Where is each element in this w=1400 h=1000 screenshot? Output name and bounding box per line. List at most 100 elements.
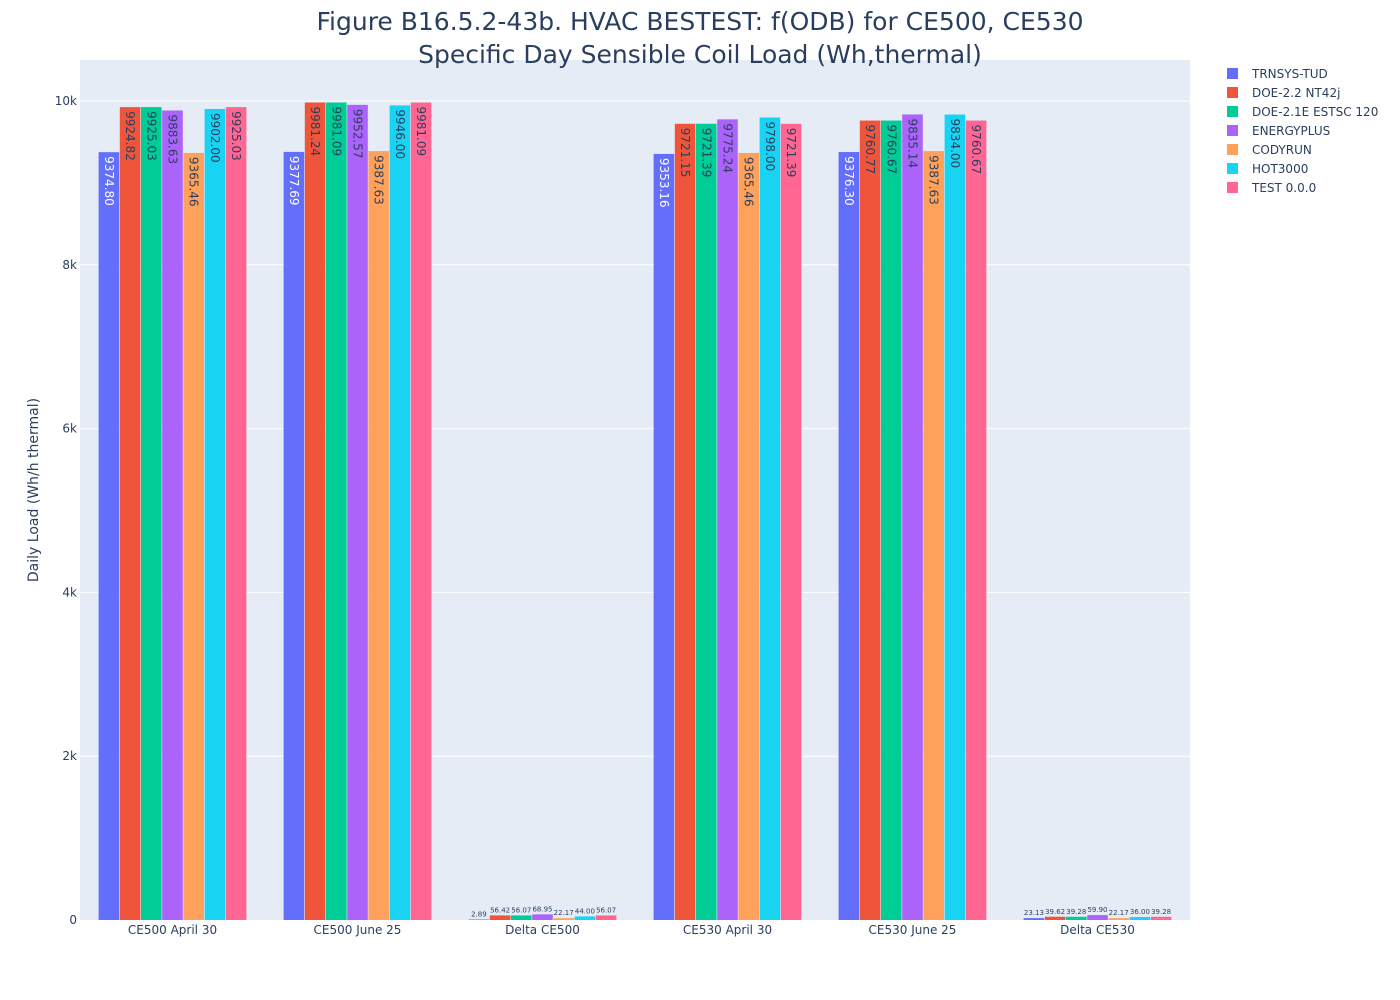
bar-data-label: 9925.03 xyxy=(144,111,158,161)
bar-data-label: 9952.57 xyxy=(351,109,365,159)
bar xyxy=(838,152,860,920)
bar-data-label: 56.07 xyxy=(511,906,531,914)
bar-data-label: 9721.39 xyxy=(784,128,798,178)
bar-labels: 9374.80 9924.82 9925.03 9883.63 9365.46 9902.… xyxy=(102,106,1171,918)
bar-data-label: 9981.24 xyxy=(308,106,322,156)
legend: TRNSYS-TUD DOE-2.2 NT42j DOE-2.1E ESTSC 12… xyxy=(1227,67,1378,195)
y-axis-ticks: 0 2k 4k 6k 8k 10k xyxy=(55,94,77,927)
bar xyxy=(1087,915,1108,920)
bar-data-label: 9835.14 xyxy=(906,118,920,168)
grid-lines xyxy=(80,100,1190,757)
bar-data-label: 9377.69 xyxy=(287,156,301,206)
legend-swatch xyxy=(1227,68,1238,79)
bar-data-label: 22.17 xyxy=(554,909,574,917)
bar xyxy=(511,915,532,920)
bar-data-label: 9981.09 xyxy=(414,107,428,157)
y-tick-label: 6k xyxy=(62,422,77,436)
bar xyxy=(225,107,247,921)
x-tick-label: CE500 June 25 xyxy=(314,923,402,937)
bar xyxy=(532,914,553,920)
bar-data-label: 9946.00 xyxy=(393,109,407,159)
legend-swatch xyxy=(1227,144,1238,155)
legend-item[interactable]: ENERGYPLUS xyxy=(1227,124,1330,138)
x-tick-label: CE530 June 25 xyxy=(869,923,957,937)
plot-background xyxy=(80,60,1190,920)
bar xyxy=(468,919,490,920)
bar-data-label: 9981.09 xyxy=(329,107,343,157)
bar xyxy=(304,102,326,921)
bar xyxy=(347,104,368,921)
bar xyxy=(141,107,162,921)
bar-data-label: 9721.39 xyxy=(699,128,713,178)
bar xyxy=(1108,918,1129,920)
bar xyxy=(368,151,389,920)
bar-data-label: 9775.24 xyxy=(721,123,735,173)
y-tick-label: 2k xyxy=(62,749,77,763)
y-tick-label: 4k xyxy=(62,585,77,599)
bar xyxy=(1150,916,1172,920)
bar xyxy=(944,114,966,920)
legend-label: HOT3000 xyxy=(1252,162,1308,176)
bar-data-label: 9834.00 xyxy=(948,119,962,169)
bar xyxy=(119,107,141,920)
bar xyxy=(162,110,183,920)
bar-data-label: 9760.67 xyxy=(969,125,983,175)
bar xyxy=(902,114,923,920)
bar xyxy=(283,151,305,920)
bar-data-label: 68.95 xyxy=(532,905,552,913)
bar xyxy=(696,123,717,921)
bar xyxy=(1129,917,1151,920)
bar-data-label: 39.62 xyxy=(1045,908,1065,916)
legend-label: TEST 0.0.0 xyxy=(1251,181,1316,195)
bar xyxy=(1044,916,1066,920)
legend-swatch xyxy=(1227,106,1238,117)
bar-data-label: 59.90 xyxy=(1087,906,1107,914)
bar-data-label: 9902.00 xyxy=(208,113,222,163)
bar xyxy=(881,120,902,921)
bar-data-label: 9721.15 xyxy=(678,128,692,178)
legend-item[interactable]: TRNSYS-TUD xyxy=(1227,67,1328,81)
legend-item[interactable]: CODYRUN xyxy=(1227,143,1312,157)
bar-data-label: 9798.00 xyxy=(763,121,777,171)
bar-data-label: 9924.82 xyxy=(123,111,137,161)
bar-data-label: 44.00 xyxy=(575,907,595,915)
legend-label: DOE-2.2 NT42j xyxy=(1252,86,1340,100)
bar-data-label: 39.28 xyxy=(1066,908,1086,916)
legend-swatch xyxy=(1227,163,1238,174)
bar xyxy=(965,120,987,921)
x-tick-label: Delta CE530 xyxy=(1060,923,1135,937)
chart-title-line-1: Figure B16.5.2-43b. HVAC BESTEST: f(ODB)… xyxy=(316,7,1083,36)
legend-swatch xyxy=(1227,182,1238,193)
legend-item[interactable]: DOE-2.1E ESTSC 120 xyxy=(1227,105,1378,119)
bar xyxy=(653,153,675,921)
x-tick-label: CE500 April 30 xyxy=(128,923,217,937)
bar xyxy=(780,123,802,921)
x-tick-label: CE530 April 30 xyxy=(683,923,772,937)
legend-item[interactable]: DOE-2.2 NT42j xyxy=(1227,86,1340,100)
legend-item[interactable]: TEST 0.0.0 xyxy=(1227,181,1316,195)
bar xyxy=(1066,916,1087,920)
bar xyxy=(923,151,944,920)
bar-data-label: 9925.03 xyxy=(229,111,243,161)
bar-data-label: 9365.46 xyxy=(187,157,201,207)
bar-data-label: 9760.67 xyxy=(884,125,898,175)
bar xyxy=(1023,918,1045,920)
bar-data-label: 9387.63 xyxy=(372,155,386,205)
bar xyxy=(717,119,738,920)
legend-label: CODYRUN xyxy=(1252,143,1312,157)
legend-item[interactable]: HOT3000 xyxy=(1227,162,1308,176)
bar-data-label: 9365.46 xyxy=(742,157,756,207)
bar-data-label: 39.28 xyxy=(1151,908,1171,916)
bar-data-label: 36.00 xyxy=(1130,908,1150,916)
bar xyxy=(489,915,511,920)
y-tick-label: 0 xyxy=(69,913,77,927)
legend-label: DOE-2.1E ESTSC 120 xyxy=(1252,105,1378,119)
bar-data-label: 2.89 xyxy=(471,911,487,919)
y-tick-label: 10k xyxy=(55,94,77,108)
legend-swatch xyxy=(1227,87,1238,98)
chart-title-line-2: Specific Day Sensible Coil Load (Wh,ther… xyxy=(418,40,982,69)
bar-data-label: 9883.63 xyxy=(166,114,180,164)
legend-label: TRNSYS-TUD xyxy=(1251,67,1328,81)
bar xyxy=(595,915,617,920)
